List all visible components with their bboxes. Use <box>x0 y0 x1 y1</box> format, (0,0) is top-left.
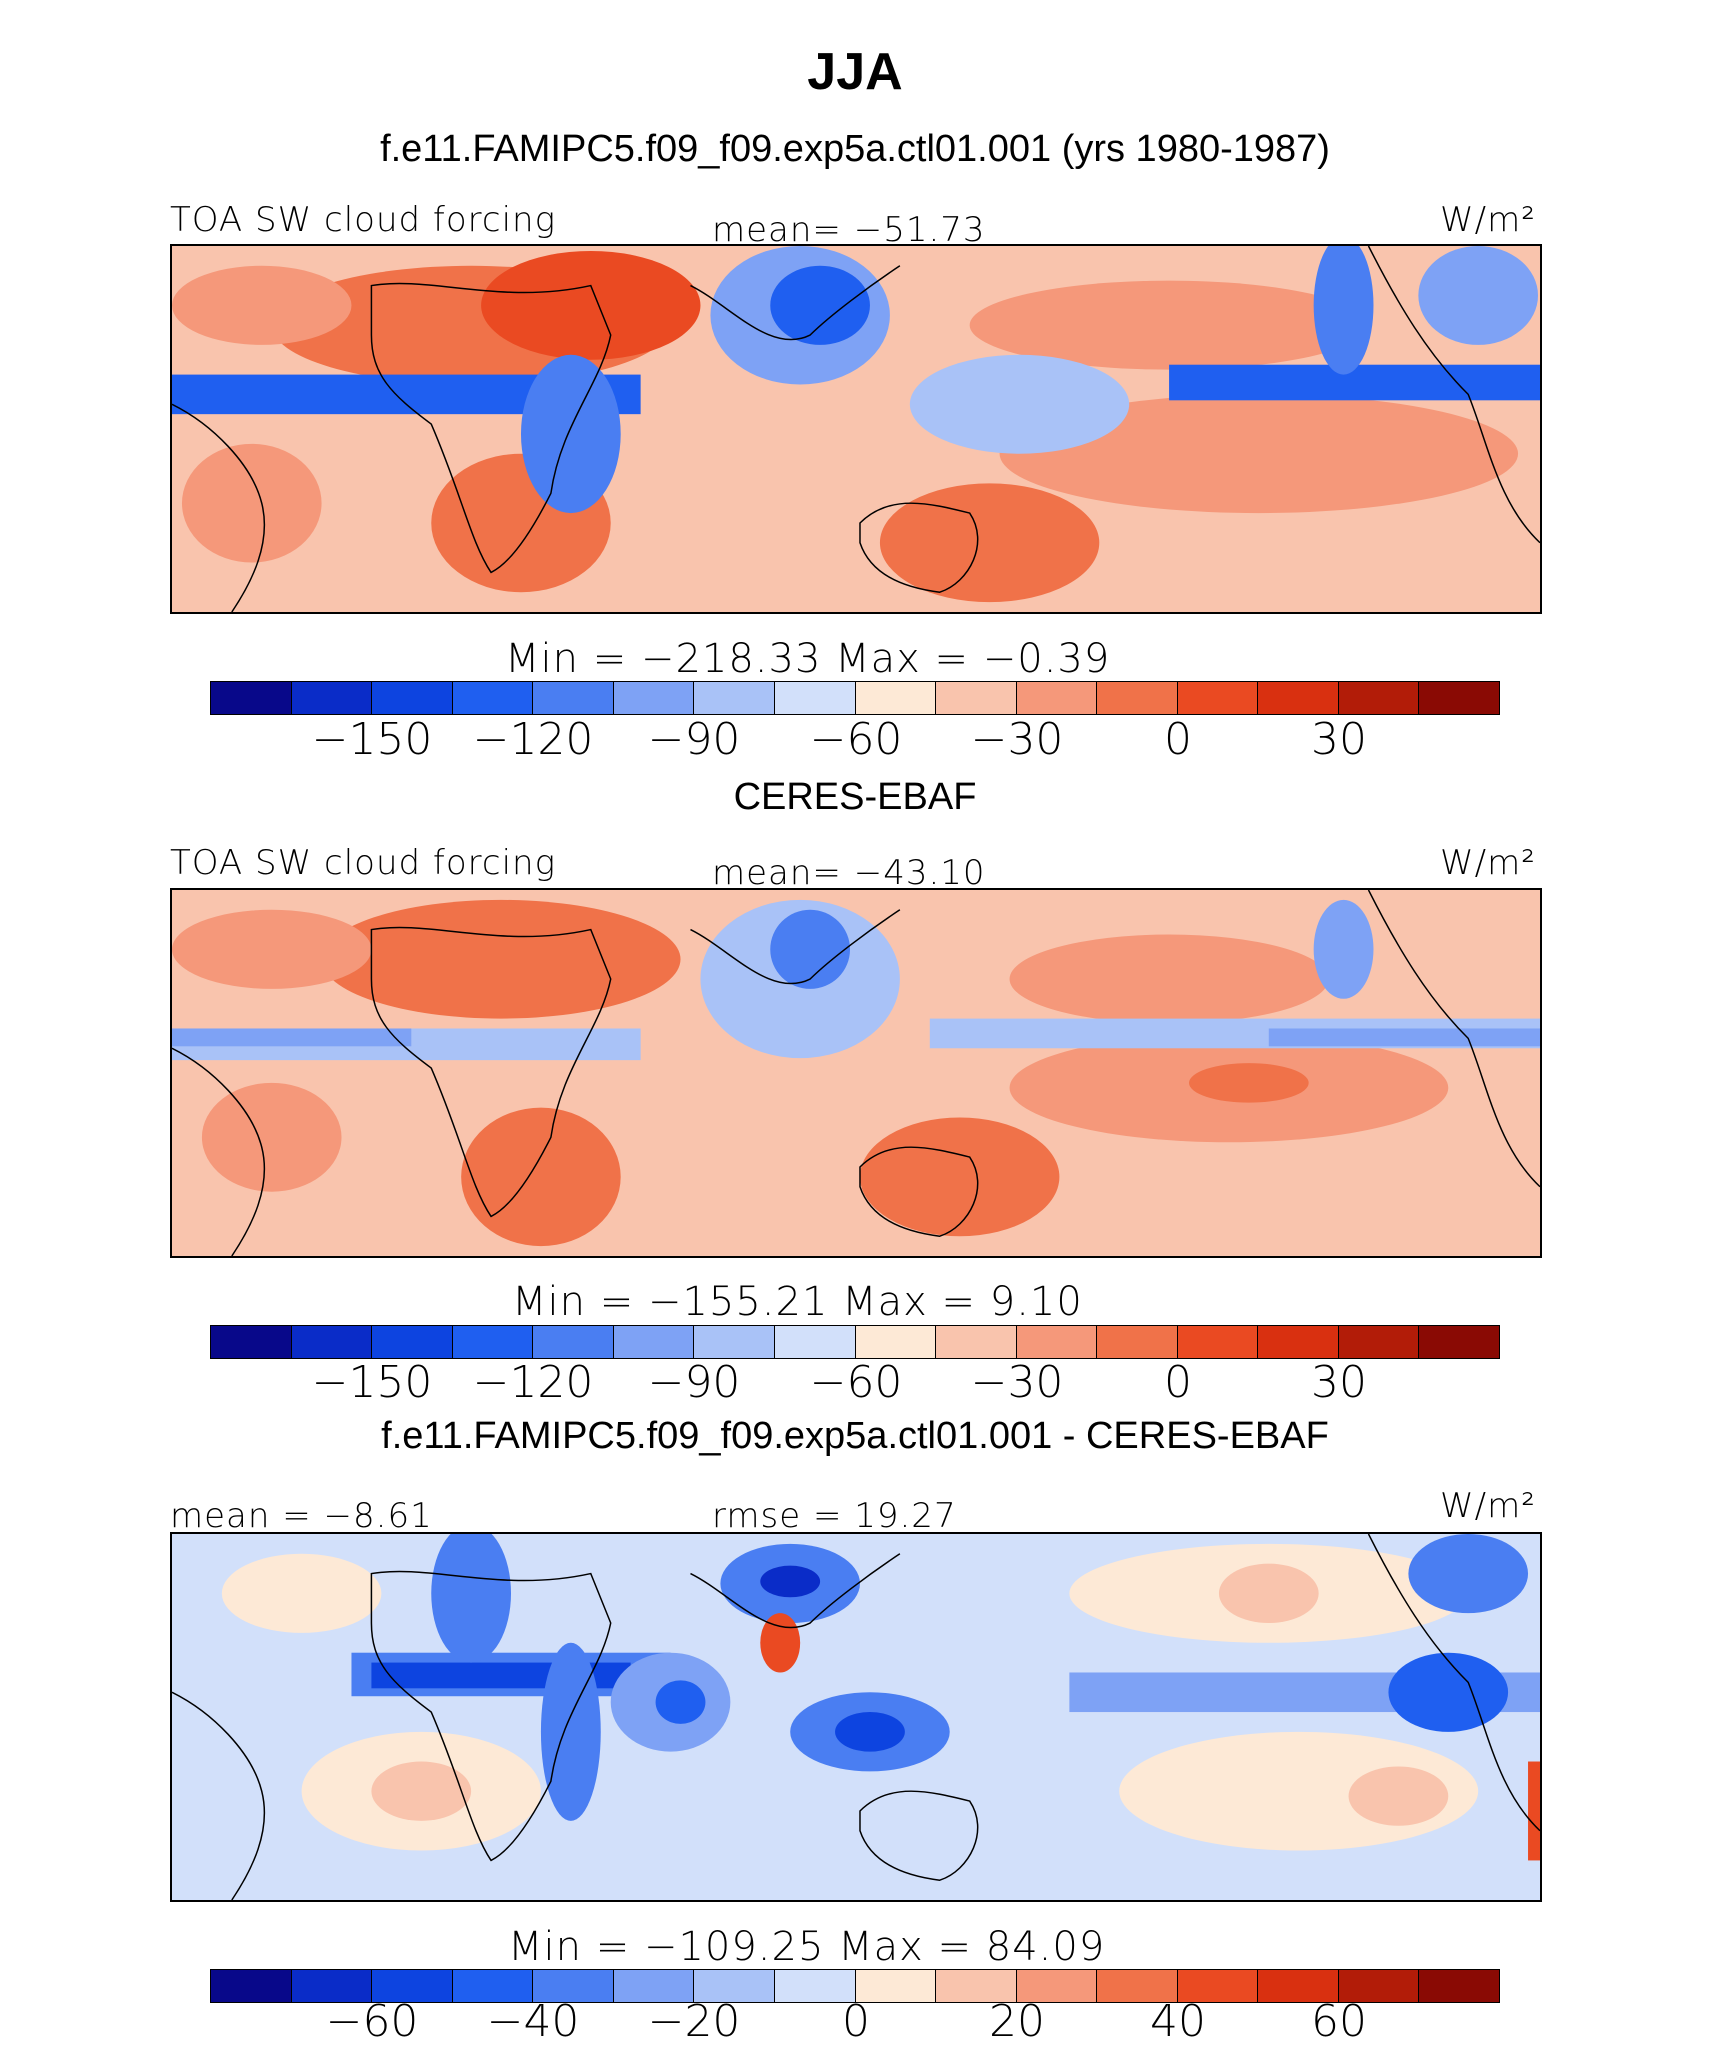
panel2-tick: 0 <box>1164 1357 1192 1408</box>
panel2-tick: −150 <box>311 1357 433 1408</box>
panel1-tick: −120 <box>472 714 594 765</box>
panel1-tick: −60 <box>809 714 903 765</box>
cbar-swatch <box>291 682 373 714</box>
panel1-map <box>170 244 1542 614</box>
cbar-swatch <box>1258 1970 1339 2002</box>
panel2-tick: −120 <box>472 1357 594 1408</box>
panel2-variable-label: TOA SW cloud forcing <box>170 843 556 883</box>
cbar-swatch <box>1258 682 1339 714</box>
panel3-map <box>170 1532 1542 1902</box>
panel3-heading: f.e11.FAMIPC5.f09_f09.exp5a.ctl01.001 - … <box>381 1415 1329 1457</box>
panel2-field <box>172 890 1540 1256</box>
cbar-swatch <box>1338 1326 1420 1358</box>
cbar-swatch <box>694 1970 775 2002</box>
panel3-units-label: W/m² <box>1440 1486 1536 1526</box>
panel3-tick: 0 <box>842 1996 870 2047</box>
cbar-swatch <box>1016 1326 1098 1358</box>
cbar-swatch <box>774 1326 856 1358</box>
cbar-swatch <box>372 682 453 714</box>
cbar-swatch <box>291 1970 373 2002</box>
panel3-tick: 20 <box>989 1996 1045 2047</box>
cbar-swatch <box>1016 1970 1098 2002</box>
cbar-swatch <box>1419 1970 1499 2002</box>
panel2-map <box>170 888 1542 1258</box>
cbar-swatch <box>1097 682 1178 714</box>
cbar-swatch <box>211 682 292 714</box>
panel1-heading: f.e11.FAMIPC5.f09_f09.exp5a.ctl01.001 (y… <box>380 128 1330 170</box>
cbar-swatch <box>211 1326 292 1358</box>
cbar-swatch <box>694 1326 775 1358</box>
cbar-swatch <box>774 682 856 714</box>
panel3-tick: −60 <box>325 1996 419 2047</box>
panel3-field <box>172 1534 1540 1900</box>
panel2-minmax: Min = −155.21 Max = 9.10 <box>512 1279 1083 1325</box>
panel1-variable-label: TOA SW cloud forcing <box>170 200 556 240</box>
panel1-tick: −30 <box>970 714 1064 765</box>
cbar-swatch <box>613 682 695 714</box>
panel2-tick: −90 <box>647 1357 741 1408</box>
cbar-swatch <box>452 1970 534 2002</box>
panel3-minmax: Min = −109.25 Max = 84.09 <box>508 1924 1106 1970</box>
cbar-swatch <box>936 1326 1017 1358</box>
panel1-minmax: Min = −218.33 Max = −0.39 <box>505 636 1111 682</box>
cbar-swatch <box>855 1970 937 2002</box>
cbar-swatch <box>855 682 937 714</box>
cbar-swatch <box>372 1326 453 1358</box>
cbar-swatch <box>1016 682 1098 714</box>
cbar-swatch <box>1338 682 1420 714</box>
panel3-mean-label: mean = −8.61 <box>170 1496 433 1536</box>
cbar-swatch <box>372 1970 453 2002</box>
cbar-swatch <box>533 1326 614 1358</box>
panel1-colorbar <box>210 681 1500 715</box>
cbar-swatch <box>533 1970 614 2002</box>
cbar-swatch <box>1419 1326 1499 1358</box>
panel3-rmse-label: rmse = 19.27 <box>712 1496 957 1536</box>
cbar-swatch <box>774 1970 856 2002</box>
panel2-units-label: W/m² <box>1440 843 1536 883</box>
panel3-tick: −20 <box>647 1996 741 2047</box>
panel1-tick: −150 <box>311 714 433 765</box>
panel3-tick: −40 <box>486 1996 580 2047</box>
panel1-tick: 0 <box>1164 714 1192 765</box>
cbar-swatch <box>1097 1970 1178 2002</box>
cbar-swatch <box>452 1326 534 1358</box>
panel1-tick: 30 <box>1311 714 1367 765</box>
cbar-swatch <box>694 682 775 714</box>
cbar-swatch <box>1258 1326 1339 1358</box>
cbar-swatch <box>1177 1970 1259 2002</box>
panel2-colorbar <box>210 1325 1500 1359</box>
figure-title: JJA <box>807 43 903 101</box>
cbar-swatch <box>533 682 614 714</box>
cbar-swatch <box>855 1326 937 1358</box>
panel1-tick: −90 <box>647 714 741 765</box>
panel2-tick: −30 <box>970 1357 1064 1408</box>
cbar-swatch <box>1177 1326 1259 1358</box>
panel3-colorbar <box>210 1969 1500 2003</box>
panel1-units-label: W/m² <box>1440 200 1536 240</box>
cbar-swatch <box>1097 1326 1178 1358</box>
panel2-heading: CERES-EBAF <box>733 776 977 818</box>
panel1-field <box>172 246 1540 612</box>
panel2-tick: −60 <box>809 1357 903 1408</box>
cbar-swatch <box>291 1326 373 1358</box>
cbar-swatch <box>1177 682 1259 714</box>
cbar-swatch <box>936 1970 1017 2002</box>
panel2-tick: 30 <box>1311 1357 1367 1408</box>
cbar-swatch <box>211 1970 292 2002</box>
cbar-swatch <box>452 682 534 714</box>
panel3-tick: 60 <box>1311 1996 1367 2047</box>
panel3-tick: 40 <box>1150 1996 1206 2047</box>
cbar-swatch <box>1338 1970 1420 2002</box>
cbar-swatch <box>936 682 1017 714</box>
cbar-swatch <box>613 1326 695 1358</box>
cbar-swatch <box>613 1970 695 2002</box>
cbar-swatch <box>1419 682 1499 714</box>
panel2-mean-label: mean= −43.10 <box>712 853 986 893</box>
panel1-mean-label: mean= −51.73 <box>712 210 986 250</box>
